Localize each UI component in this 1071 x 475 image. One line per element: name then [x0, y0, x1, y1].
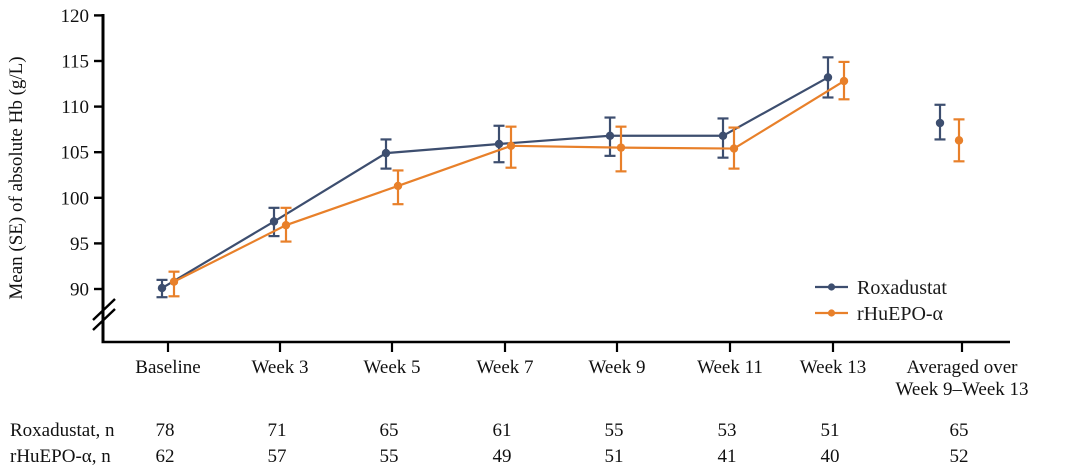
data-point-marker	[616, 143, 626, 152]
n-table-cell: 51	[605, 446, 624, 467]
data-point-marker	[605, 131, 615, 140]
n-table-cell: 55	[605, 420, 624, 441]
y-tick-label: 110	[61, 97, 89, 118]
series-roxadustat	[156, 56, 946, 299]
n-table-cell: 55	[380, 446, 399, 467]
x-tick-label: Week 7	[476, 357, 533, 378]
n-table: Roxadustat, n 78 71 65 61 55 53 51 65 rHuEPO-α, n…	[10, 420, 969, 467]
axis-break-slash	[92, 308, 116, 331]
legend-label: rHuEPO-α	[857, 303, 944, 325]
n-table-cell: 65	[950, 420, 969, 441]
n-table-cell: 49	[493, 446, 512, 467]
series-line	[161, 76, 829, 290]
x-tick-label: Averaged over	[907, 357, 1019, 378]
data-point-marker	[157, 283, 167, 293]
n-table-cell: 51	[821, 420, 840, 441]
data-point-marker	[935, 118, 945, 128]
x-tick-label-line2: Week 9–Week 13	[895, 379, 1028, 400]
n-table-cell: 78	[156, 420, 175, 441]
data-point-marker	[281, 220, 291, 230]
legend: Roxadustat rHuEPO-α	[815, 277, 947, 325]
y-tick-label: 105	[61, 143, 90, 164]
n-table-cell: 71	[268, 420, 287, 441]
x-tick-label: Week 3	[251, 357, 308, 378]
y-axis-title: Mean (SE) of absolute Hb (g/L)	[6, 56, 27, 299]
y-tick-label: 95	[70, 234, 89, 255]
data-point-marker	[506, 141, 516, 151]
data-point-marker	[381, 148, 391, 158]
y-tick-label: 120	[61, 6, 90, 27]
data-point-marker	[393, 181, 403, 191]
x-tick-label: Week 13	[800, 357, 867, 378]
series-rhuepo	[168, 60, 965, 298]
n-table-cell: 57	[268, 446, 287, 467]
n-table-cell: 40	[821, 446, 840, 467]
legend-label: Roxadustat	[857, 277, 947, 299]
n-table-cell: 65	[380, 420, 399, 441]
n-table-cell: 52	[950, 446, 969, 467]
n-table-cell: 61	[493, 420, 512, 441]
series-line	[173, 80, 845, 283]
x-tick-label: Week 5	[363, 357, 420, 378]
x-tick-label: Week 11	[697, 357, 763, 378]
axis-break-slash	[92, 298, 116, 321]
data-point-marker	[494, 139, 504, 149]
data-point-marker	[169, 277, 179, 286]
axes: 90 95 100 105 110 115 120 Baseline Week 3 Week 5 W…	[61, 6, 1029, 400]
data-point-marker	[954, 136, 964, 145]
x-tick-label: Baseline	[135, 357, 200, 378]
data-point-marker	[839, 76, 849, 86]
x-tick-label: Week 9	[588, 357, 645, 378]
y-tick-label: 90	[70, 280, 89, 301]
legend-marker	[827, 309, 836, 317]
y-tick-label: 100	[61, 188, 90, 209]
n-table-cell: 41	[718, 446, 737, 467]
n-table-cell: 53	[718, 420, 737, 441]
y-tick-label: 115	[61, 52, 89, 73]
data-point-marker	[823, 73, 833, 82]
data-point-marker	[729, 144, 739, 153]
data-point-marker	[269, 217, 279, 226]
data-point-marker	[718, 131, 728, 140]
legend-marker	[827, 283, 836, 291]
n-table-cell: 62	[156, 446, 175, 467]
n-table-row-label: rHuEPO-α, n	[10, 446, 111, 467]
n-table-row-label: Roxadustat, n	[10, 420, 115, 441]
